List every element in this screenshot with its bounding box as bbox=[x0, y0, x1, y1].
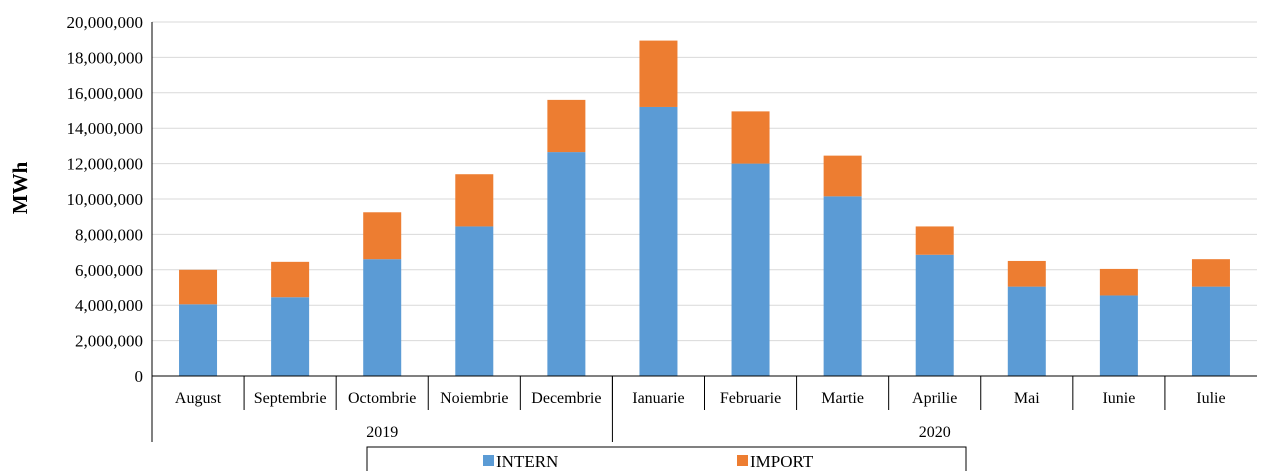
bar-intern-august bbox=[179, 304, 218, 376]
x-tick-label: Februarie bbox=[720, 390, 781, 407]
bar-import-octombrie bbox=[363, 212, 402, 260]
bar-import-ianuarie bbox=[639, 40, 678, 107]
legend-label-import: IMPORT bbox=[750, 452, 814, 471]
y-tick-label: 6,000,000 bbox=[75, 261, 143, 280]
y-tick-label: 16,000,000 bbox=[67, 84, 144, 103]
y-axis-label: MWh bbox=[8, 161, 32, 214]
x-axis-group-labels: 2019 2020 bbox=[366, 424, 951, 441]
bar-intern-martie bbox=[823, 196, 862, 376]
y-tick-label: 8,000,000 bbox=[75, 225, 143, 244]
x-tick-label: Martie bbox=[821, 390, 864, 407]
bar-intern-noiembrie bbox=[455, 226, 494, 376]
bar-intern-aprilie bbox=[915, 254, 954, 376]
bar-intern-decembrie bbox=[547, 152, 586, 376]
x-tick-label: Septembrie bbox=[254, 390, 327, 407]
legend-box bbox=[366, 446, 967, 471]
y-tick-label: 2,000,000 bbox=[75, 332, 143, 351]
legend-label-intern: INTERN bbox=[496, 452, 558, 471]
bar-intern-iulie bbox=[1191, 286, 1230, 376]
legend-swatch-import bbox=[737, 455, 748, 466]
bar-import-februarie bbox=[731, 111, 770, 164]
bar-import-mai bbox=[1007, 260, 1046, 287]
x-tick-label: Aprilie bbox=[912, 390, 957, 407]
bar-intern-septembrie bbox=[271, 297, 310, 376]
bar-intern-octombrie bbox=[363, 259, 402, 376]
bar-import-noiembrie bbox=[455, 174, 494, 227]
bar-import-decembrie bbox=[547, 99, 586, 153]
gridlines bbox=[152, 21, 1257, 342]
y-tick-label: 12,000,000 bbox=[67, 155, 144, 174]
x-tick-label: Noiembrie bbox=[440, 390, 508, 407]
bar-import-iunie bbox=[1099, 268, 1138, 296]
bars bbox=[179, 40, 1230, 377]
x-axis-tick-labels: August Septembrie Octombrie Noiembrie Decemb… bbox=[175, 390, 1226, 407]
y-tick-label: 10,000,000 bbox=[67, 190, 144, 209]
bar-import-iulie bbox=[1191, 259, 1230, 287]
y-tick-label: 4,000,000 bbox=[75, 296, 143, 315]
bar-import-aprilie bbox=[915, 226, 954, 255]
x-tick-label: Iulie bbox=[1196, 390, 1225, 407]
x-tick-label: August bbox=[175, 390, 222, 407]
bar-intern-iunie bbox=[1099, 295, 1138, 376]
y-axis-tick-labels: 0 2,000,000 4,000,000 6,000,000 8,000,000 10,… bbox=[67, 13, 144, 386]
group-label: 2020 bbox=[919, 424, 951, 441]
legend: INTERN IMPORT bbox=[366, 446, 967, 471]
x-tick-label: Ianuarie bbox=[632, 390, 684, 407]
bar-import-martie bbox=[823, 155, 862, 197]
x-tick-label: Mai bbox=[1014, 390, 1040, 407]
y-tick-label: 20,000,000 bbox=[67, 13, 144, 32]
bar-intern-februarie bbox=[731, 163, 770, 376]
legend-swatch-intern bbox=[483, 455, 494, 466]
y-tick-label: 18,000,000 bbox=[67, 48, 144, 67]
bar-import-septembrie bbox=[271, 261, 310, 298]
axes bbox=[151, 22, 1257, 442]
y-tick-label: 0 bbox=[135, 367, 144, 386]
bar-intern-mai bbox=[1007, 286, 1046, 376]
x-tick-label: Iunie bbox=[1102, 390, 1135, 407]
y-tick-label: 14,000,000 bbox=[67, 119, 144, 138]
x-tick-label: Octombrie bbox=[348, 390, 416, 407]
bar-import-august bbox=[179, 269, 218, 305]
bar-intern-ianuarie bbox=[639, 106, 678, 377]
group-label: 2019 bbox=[366, 424, 398, 441]
x-tick-label: Decembrie bbox=[531, 390, 601, 407]
